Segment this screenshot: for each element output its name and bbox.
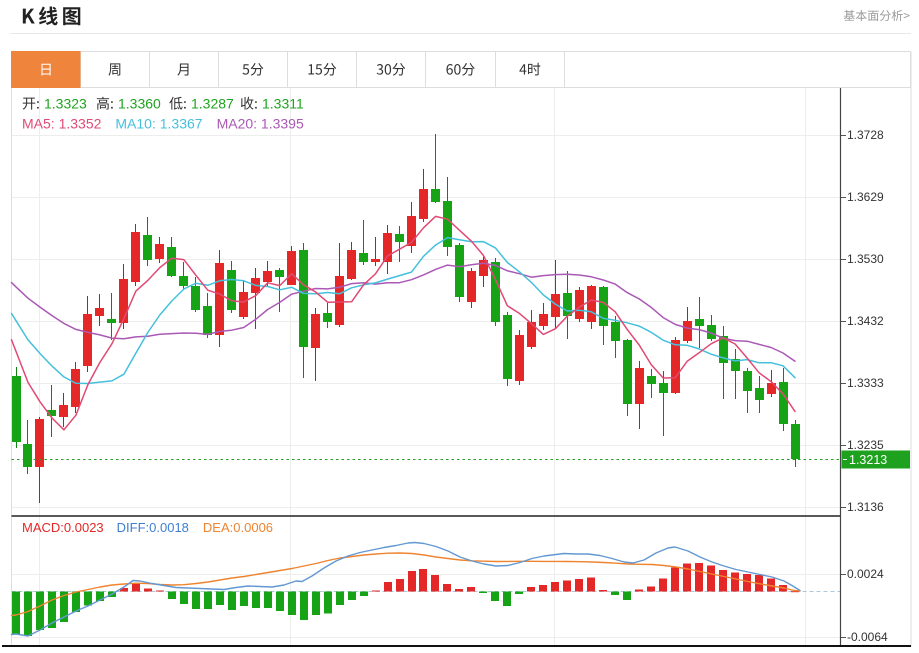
svg-text:0.0024: 0.0024: [847, 567, 884, 581]
svg-text:1.3530: 1.3530: [847, 252, 884, 266]
svg-text:1.3235: 1.3235: [847, 438, 884, 452]
svg-text:1.3136: 1.3136: [847, 500, 884, 514]
svg-text:1.3629: 1.3629: [847, 190, 884, 204]
svg-text:1.3311: 1.3311: [262, 96, 304, 112]
svg-text:1.3213: 1.3213: [849, 453, 887, 467]
svg-text:1.3432: 1.3432: [847, 314, 884, 328]
svg-text:1.3323: 1.3323: [44, 96, 87, 112]
svg-text:1.3728: 1.3728: [847, 128, 884, 142]
svg-text:1.3360: 1.3360: [118, 96, 161, 112]
svg-text:1.3333: 1.3333: [847, 376, 884, 390]
svg-text:1.3287: 1.3287: [191, 96, 234, 112]
svg-text:-0.0064: -0.0064: [847, 630, 888, 644]
